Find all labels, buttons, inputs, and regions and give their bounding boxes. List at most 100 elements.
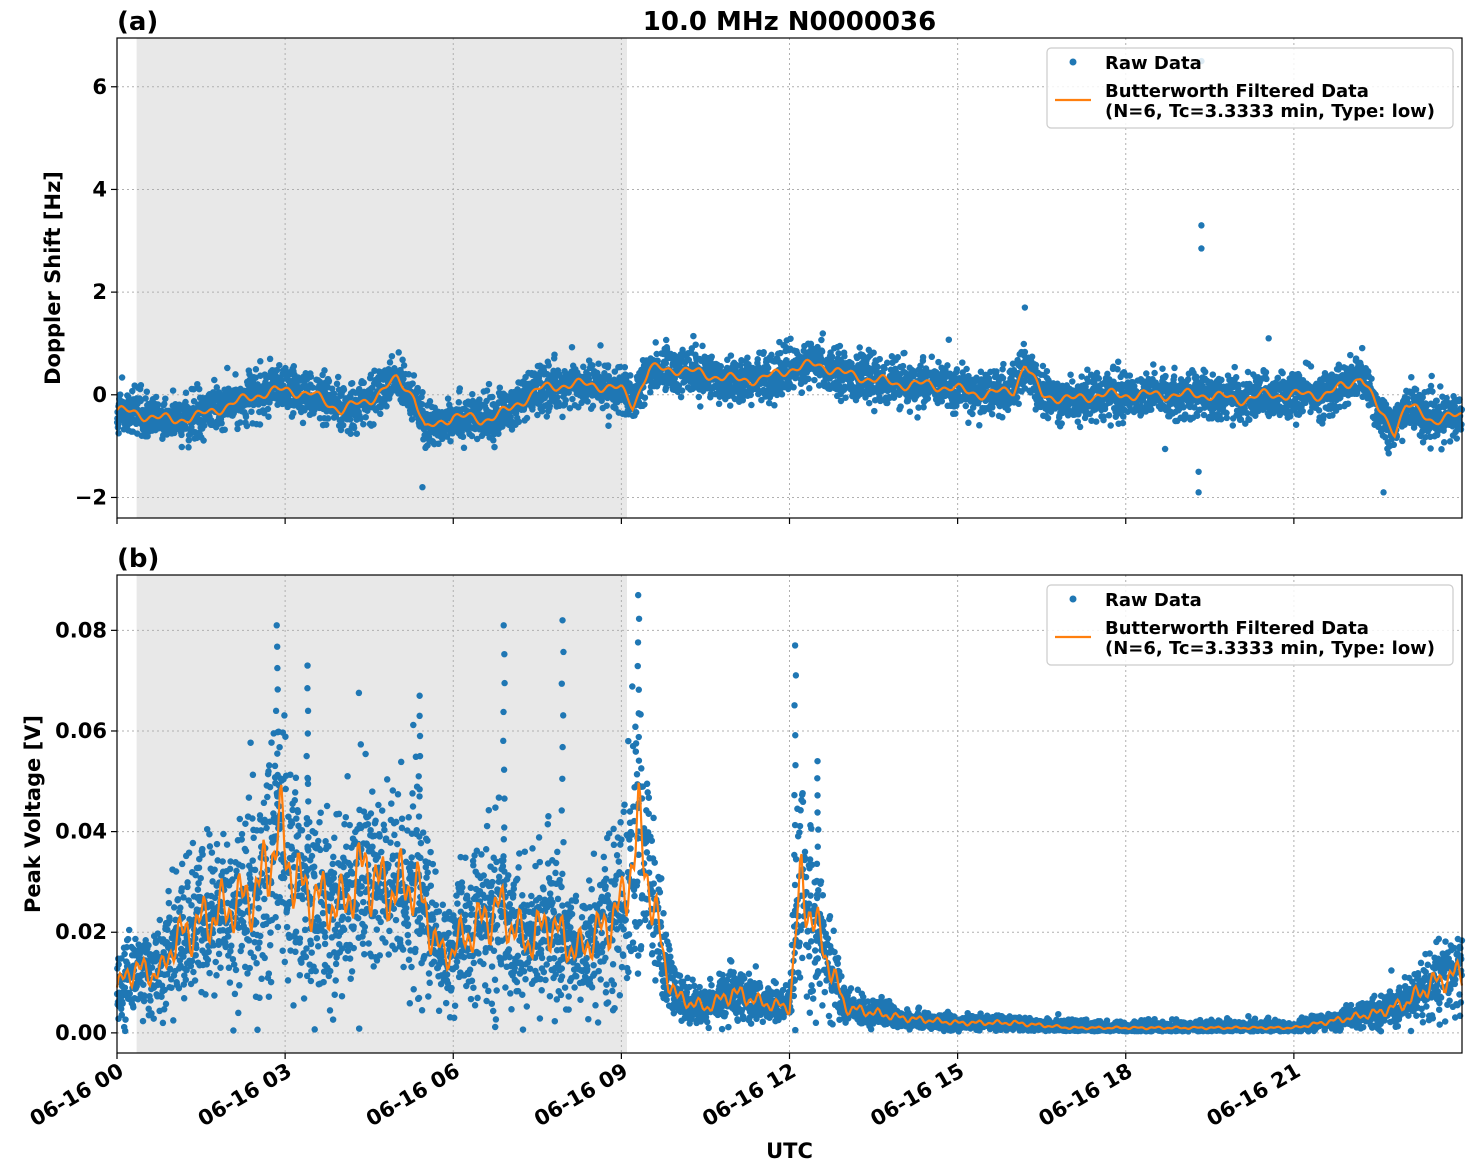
panel-a-legend: Raw Data Butterworth Filtered Data (N=6,… [1046,47,1454,129]
raw-spike-point [304,685,311,692]
raw-outlier-point-7 [814,757,821,765]
raw-spike-point [791,851,798,859]
raw-spike-point [304,707,312,715]
raw-spike-point [560,712,567,719]
raw-spike-point [791,881,799,889]
raw-spike-point [500,766,508,773]
raw-spike-point [791,821,799,829]
raw-spike-point [635,733,642,741]
raw-outlier-point-1 [304,662,311,669]
raw-spike-point [274,729,281,736]
raw-outlier-point-0 [273,622,280,629]
panel-a-y-axis-label: Doppler Shift [Hz] [41,171,65,385]
panel-b-legend: Raw Data Butterworth Filtered Data (N=6,… [1046,584,1454,666]
raw-spike-point [635,710,642,717]
y-tick-label: 0.08 [55,618,107,642]
x-tick-label: 06-16 06 [362,1059,464,1132]
raw-spike-point [559,775,566,782]
panel-a-night-shading [136,38,627,518]
legend-filtered-label: Butterworth Filtered Data [1105,618,1369,639]
raw-spike-point [274,664,281,672]
x-tick-label: 06-16 09 [530,1059,632,1132]
raw-spike-point [501,795,508,802]
panel-a-label: (a) [117,7,158,37]
raw-outlier-point-4 [559,617,566,624]
panel-b-label: (b) [117,544,159,574]
raw-spike-point [635,757,643,764]
legend-raw-marker [1069,595,1077,603]
raw-spike-point [305,798,312,805]
raw-outlier-point-4 [1195,468,1202,475]
x-tick-label: 06-16 21 [1203,1059,1305,1132]
raw-spike-point [415,853,422,860]
raw-outlier-point-1 [1198,245,1205,252]
raw-spike-point [634,662,641,670]
y-tick-label: −2 [75,485,107,509]
raw-spike-point [558,807,565,814]
legend-raw-label: Raw Data [1105,590,1202,611]
legend-box [1046,584,1454,666]
raw-spike-point [273,643,281,650]
raw-outlier-point-7 [1021,304,1029,311]
raw-spike-point [813,877,821,885]
raw-spike-point [813,894,821,902]
y-tick-label: 0.04 [55,820,107,844]
raw-spike-point [304,730,312,737]
raw-spike-point [274,771,281,779]
raw-spike-point [305,866,312,873]
x-tick-label: 06-16 12 [698,1059,800,1132]
raw-spike-point [814,775,821,782]
legend-raw-marker [1069,58,1077,66]
raw-spike-point [304,843,311,850]
y-tick-label: 0.06 [55,719,107,743]
raw-spike-point [791,702,798,709]
raw-outlier-point-6 [419,483,426,491]
raw-spike-point [635,686,642,693]
raw-outlier-point-0 [1198,222,1205,229]
raw-outlier-point-2 [416,692,423,699]
raw-spike-point [560,838,567,846]
raw-spike-point [501,679,508,687]
raw-outlier-point-8 [1380,489,1387,496]
raw-spike-point [500,708,507,716]
panel-b-night-shading [136,575,627,1053]
raw-spike-point [792,672,800,679]
raw-spike-point [500,737,507,745]
panel-a-y-ticks: −2 0 2 4 6 [75,75,117,509]
raw-spike-point [792,761,799,769]
raw-outlier-point-3 [500,622,507,629]
legend-filtered-label: Butterworth Filtered Data [1105,81,1369,102]
raw-spike-point [303,752,310,760]
raw-spike-point [560,648,567,656]
raw-spike-point [559,902,566,909]
raw-spike-point [274,750,281,757]
raw-spike-point [272,707,280,715]
y-tick-label: 2 [92,280,107,304]
raw-spike-point [304,775,312,782]
panel-b-filtered-line [115,782,1464,1031]
legend-filtered-params: (N=6, Tc=3.3333 min, Type: low) [1105,101,1435,122]
y-tick-label: 0.00 [55,1021,107,1045]
raw-outlier-point-5 [634,591,642,599]
y-tick-label: 0 [92,383,107,407]
legend-raw-label: Raw Data [1105,53,1202,74]
raw-spike-point [416,732,424,740]
y-tick-label: 6 [92,75,107,99]
raw-spike-point [416,833,423,840]
legend-filtered-params: (N=6, Tc=3.3333 min, Type: low) [1105,638,1435,659]
raw-spike-point [416,793,423,800]
x-axis-label: UTC [766,1139,813,1163]
x-tick-label: 06-16 03 [194,1059,296,1132]
raw-outlier-point-6 [791,642,799,649]
raw-spike-point [559,743,566,751]
raw-spike-point [501,650,508,658]
panel-b-x-ticks: 06-16 00 06-16 03 06-16 06 06-16 09 06-16 12… [26,1053,1305,1132]
raw-spike-point [813,860,821,868]
y-tick-label: 0.02 [55,920,107,944]
raw-spike-point [814,843,821,850]
panel-b-peak-voltage: 0.000.020.040.060.08 06-16 00 06-16 03 06-… [21,544,1466,1163]
panel-a-filtered-line [116,358,1462,439]
x-tick-label: 06-16 00 [26,1059,128,1132]
panel-a-x-ticks [116,518,1295,524]
